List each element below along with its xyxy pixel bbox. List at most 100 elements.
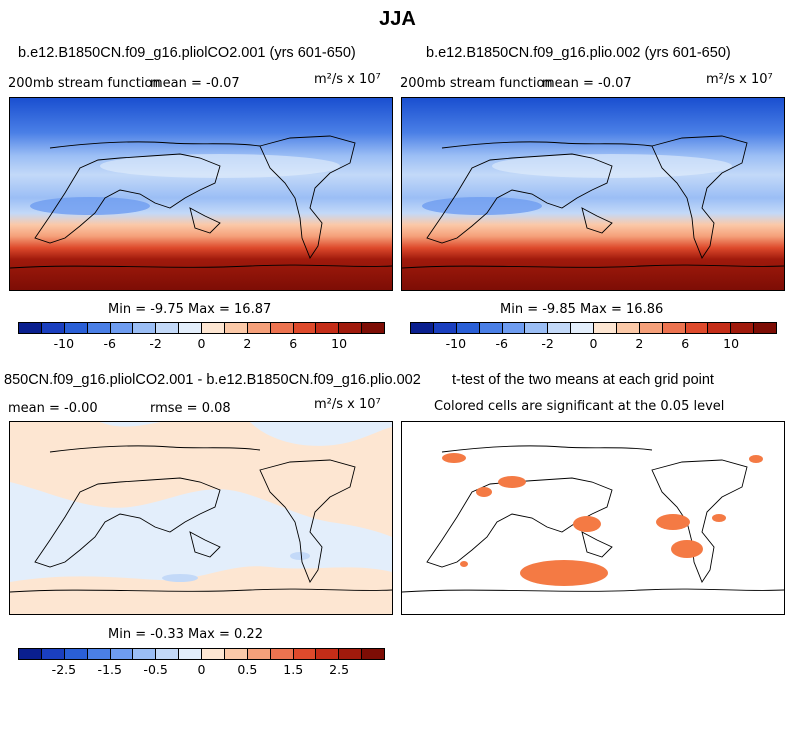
colorbar-tick-label: -2 xyxy=(541,336,554,351)
colorbar-main-left-ticks: -10 -6 -2 0 2 6 10 xyxy=(18,336,385,352)
colorbar-tick-label: 2.5 xyxy=(329,662,350,677)
colorbar-tick-label: -0.5 xyxy=(143,662,168,677)
colorbar-tick-label: 2 xyxy=(243,336,252,351)
colorbar-tick-label: -6 xyxy=(103,336,116,351)
panel1-units: m²/s x 10⁷ xyxy=(314,72,381,87)
colorbar-swatch xyxy=(594,323,617,333)
colorbar-swatch xyxy=(202,323,225,333)
coastline-icon xyxy=(10,445,392,593)
colorbar-tick-label: 10 xyxy=(331,336,348,351)
panel3-units: m²/s x 10⁷ xyxy=(314,397,381,412)
colorbar-main-left xyxy=(18,322,385,334)
panel4-title: t-test of the two means at each grid poi… xyxy=(452,372,714,388)
colorbar-tick-label: 0 xyxy=(197,336,206,351)
colorbar-swatch xyxy=(270,649,294,659)
panel3-mean-label: mean = -0.00 xyxy=(8,401,98,416)
colorbar-swatch xyxy=(662,323,686,333)
colorbar-swatch xyxy=(270,323,294,333)
colorbar-tick-label: -2 xyxy=(149,336,162,351)
colorbar-swatch xyxy=(87,323,111,333)
significant-cell xyxy=(498,476,526,488)
colorbar-swatch xyxy=(456,323,480,333)
colorbar-swatch xyxy=(293,323,317,333)
main-title: JJA xyxy=(379,8,416,30)
significant-cells xyxy=(442,453,763,586)
colorbar-tick-label: 6 xyxy=(289,336,298,351)
significant-cell xyxy=(442,453,466,463)
colorbar-swatch xyxy=(133,649,157,659)
colorbar-swatch xyxy=(19,649,42,659)
colorbar-tick-label: -2.5 xyxy=(51,662,77,677)
colorbar-diff xyxy=(18,648,385,660)
significant-cell xyxy=(671,540,703,558)
panel1-map xyxy=(9,97,393,291)
colorbar-tick-label: 0.5 xyxy=(237,662,258,677)
colorbar-swatch xyxy=(548,323,572,333)
panel1-title: b.e12.B1850CN.f09_g16.pliolCO2.001 (yrs … xyxy=(18,45,356,61)
colorbar-tick-label: -10 xyxy=(445,336,467,351)
colorbar-swatch xyxy=(293,649,317,659)
panel1-mean-label: mean = -0.07 xyxy=(150,76,240,91)
colorbar-swatch xyxy=(156,323,180,333)
colorbar-swatch xyxy=(179,649,202,659)
colorbar-swatch xyxy=(685,323,709,333)
panel2-units: m²/s x 10⁷ xyxy=(706,72,773,87)
colorbar-tick-label: -6 xyxy=(495,336,508,351)
colorbar-tick-label: 0 xyxy=(589,336,598,351)
colorbar-swatch xyxy=(525,323,549,333)
colorbar-swatch xyxy=(64,323,88,333)
colorbar-tick-label: 1.5 xyxy=(283,662,304,677)
colorbar-tick-label: -1.5 xyxy=(97,662,122,677)
colorbar-tick-label: 6 xyxy=(681,336,690,351)
significant-cell xyxy=(573,516,601,532)
colorbar-swatch xyxy=(339,323,363,333)
colorbar-swatch xyxy=(411,323,434,333)
colorbar-swatch xyxy=(41,649,65,659)
colorbar-swatch xyxy=(616,323,640,333)
panel2-minmax: Min = -9.85 Max = 16.86 xyxy=(500,302,664,317)
colorbar-main-right xyxy=(410,322,777,334)
colorbar-swatch xyxy=(224,649,248,659)
colorbar-swatch xyxy=(110,323,134,333)
colorbar-swatch xyxy=(87,649,111,659)
colorbar-swatch xyxy=(247,649,271,659)
colorbar-swatch xyxy=(362,323,384,333)
colorbar-swatch xyxy=(41,323,65,333)
colorbar-swatch xyxy=(433,323,457,333)
colorbar-swatch xyxy=(224,323,248,333)
panel3-minmax: Min = -0.33 Max = 0.22 xyxy=(108,627,263,642)
colorbar-tick-label: -10 xyxy=(53,336,75,351)
panel1-variable-label: 200mb stream function xyxy=(8,76,161,91)
colorbar-swatch xyxy=(202,649,225,659)
panel2-mean-label: mean = -0.07 xyxy=(542,76,632,91)
colorbar-swatch xyxy=(110,649,134,659)
colorbar-swatch xyxy=(179,323,202,333)
colorbar-swatch xyxy=(502,323,526,333)
panel3-title: 850CN.f09_g16.pliolCO2.001 - b.e12.B1850… xyxy=(4,372,421,388)
panel2-map xyxy=(401,97,785,291)
colorbar-tick-label: 0 xyxy=(197,662,206,677)
coastline-icon xyxy=(402,135,784,269)
colorbar-swatch xyxy=(708,323,732,333)
colorbar-swatch xyxy=(316,649,340,659)
panel4-subtitle: Colored cells are significant at the 0.0… xyxy=(434,399,725,414)
colorbar-swatch xyxy=(247,323,271,333)
colorbar-swatch xyxy=(754,323,776,333)
colorbar-diff-ticks: -2.5 -1.5 -0.5 0 0.5 1.5 2.5 xyxy=(18,662,385,678)
panel1-minmax: Min = -9.75 Max = 16.87 xyxy=(108,302,272,317)
colorbar-swatch xyxy=(362,649,384,659)
significant-cell xyxy=(656,514,690,530)
colorbar-tick-label: 10 xyxy=(723,336,740,351)
colorbar-swatch xyxy=(479,323,503,333)
panel4-map xyxy=(401,421,785,615)
panel3-map xyxy=(9,421,393,615)
panel3-rmse-label: rmse = 0.08 xyxy=(150,401,231,416)
colorbar-tick-label: 2 xyxy=(635,336,644,351)
colorbar-swatch xyxy=(316,323,340,333)
colorbar-swatch xyxy=(19,323,42,333)
coastline-icon xyxy=(10,135,392,269)
colorbar-swatch xyxy=(64,649,88,659)
panel2-title: b.e12.B1850CN.f09_g16.plio.002 (yrs 601-… xyxy=(426,45,731,61)
colorbar-swatch xyxy=(156,649,180,659)
panel2-variable-label: 200mb stream function xyxy=(400,76,553,91)
